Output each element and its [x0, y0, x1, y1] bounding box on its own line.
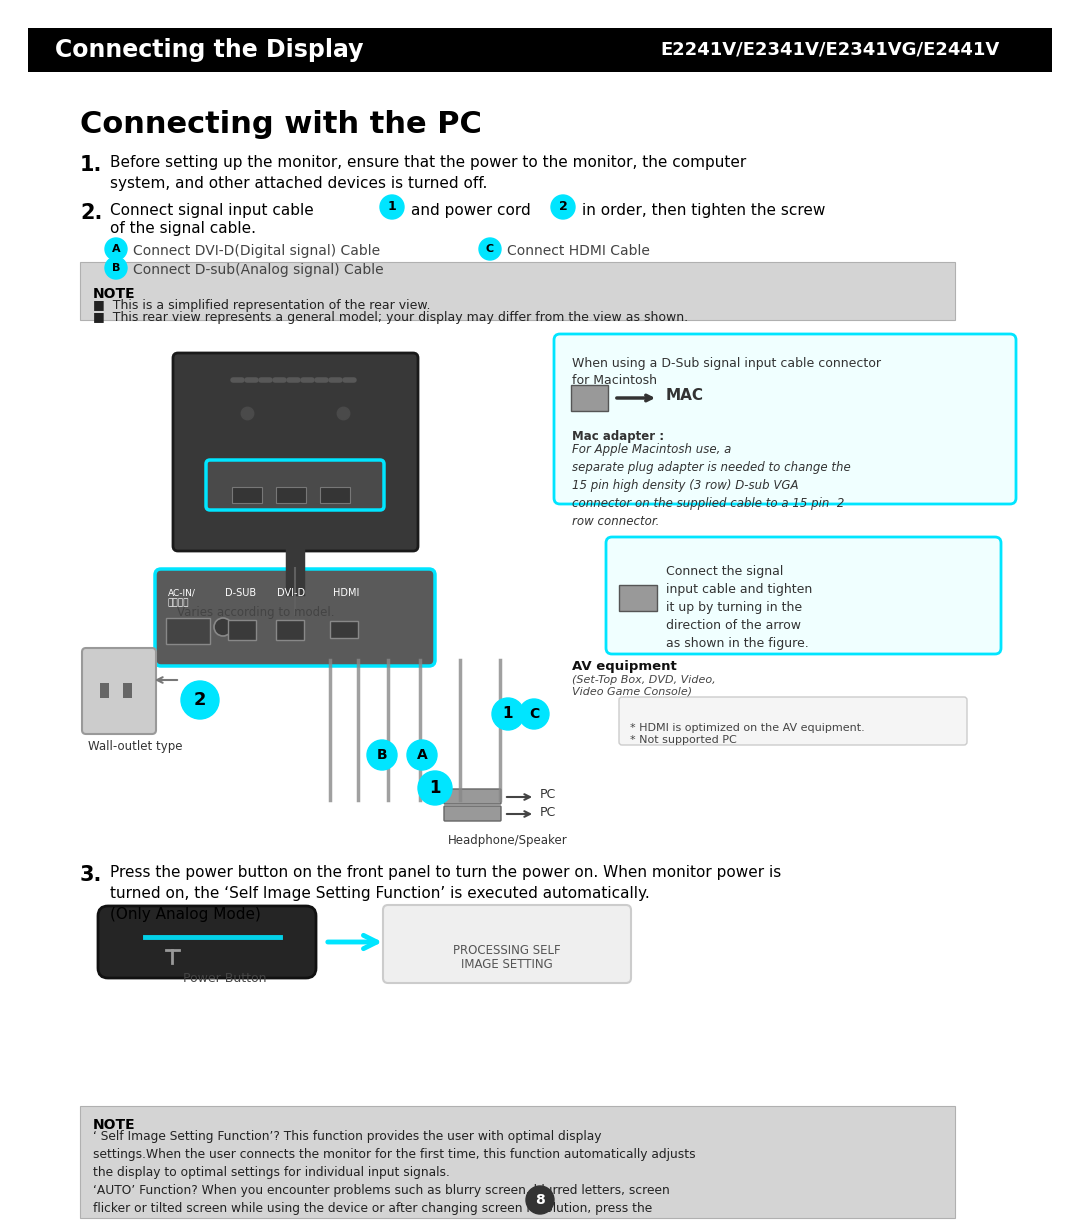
FancyBboxPatch shape [444, 789, 501, 804]
FancyBboxPatch shape [619, 586, 657, 611]
Text: Connect DVI-D(Digital signal) Cable: Connect DVI-D(Digital signal) Cable [133, 244, 380, 257]
Text: DVI-D: DVI-D [276, 588, 305, 598]
Text: Varies according to model.: Varies according to model. [177, 606, 335, 619]
Text: MAC: MAC [666, 388, 704, 404]
Circle shape [526, 1186, 554, 1214]
Circle shape [492, 698, 524, 730]
FancyBboxPatch shape [554, 334, 1016, 504]
FancyBboxPatch shape [28, 28, 1052, 72]
Text: Before setting up the monitor, ensure that the power to the monitor, the compute: Before setting up the monitor, ensure th… [110, 155, 746, 192]
Text: NOTE: NOTE [93, 287, 136, 301]
FancyBboxPatch shape [166, 619, 210, 644]
FancyBboxPatch shape [123, 683, 132, 698]
Text: 3.: 3. [80, 865, 103, 884]
FancyBboxPatch shape [330, 621, 357, 638]
Text: Connect signal input cable: Connect signal input cable [110, 203, 314, 218]
Text: B: B [112, 264, 120, 273]
Circle shape [551, 195, 575, 220]
Text: ■  This is a simplified representation of the rear view.: ■ This is a simplified representation of… [93, 299, 431, 312]
Circle shape [380, 195, 404, 220]
Text: 2: 2 [193, 691, 206, 709]
FancyBboxPatch shape [98, 906, 316, 978]
Text: and power cord: and power cord [411, 203, 530, 218]
Text: E2241V/E2341V/E2341VG/E2441V: E2241V/E2341V/E2341VG/E2441V [660, 41, 999, 59]
Text: 2: 2 [558, 200, 567, 214]
Text: B: B [377, 748, 388, 762]
Text: A: A [111, 244, 120, 254]
Text: PC: PC [540, 805, 556, 819]
FancyBboxPatch shape [156, 569, 435, 666]
Text: Connecting the Display: Connecting the Display [55, 38, 364, 62]
Text: AV equipment: AV equipment [572, 660, 677, 673]
Text: A: A [417, 748, 428, 762]
FancyBboxPatch shape [320, 487, 350, 503]
FancyBboxPatch shape [82, 648, 156, 734]
Circle shape [214, 619, 232, 636]
Circle shape [367, 741, 397, 770]
Text: Power Button: Power Button [183, 972, 267, 985]
Circle shape [418, 771, 453, 805]
Text: When using a D-Sub signal input cable connector
for Macintosh: When using a D-Sub signal input cable co… [572, 357, 881, 387]
Circle shape [519, 699, 549, 730]
Text: D-SUB: D-SUB [226, 588, 257, 598]
Text: Mac adapter :: Mac adapter : [572, 429, 669, 443]
Text: 8: 8 [535, 1193, 545, 1207]
Text: (Set-Top Box, DVD, Video,
Video Game Console): (Set-Top Box, DVD, Video, Video Game Con… [572, 675, 716, 697]
FancyBboxPatch shape [173, 353, 418, 551]
FancyBboxPatch shape [80, 262, 955, 320]
Text: ‘ Self Image Setting Function’? This function provides the user with optimal dis: ‘ Self Image Setting Function’? This fun… [93, 1130, 696, 1220]
Text: C: C [486, 244, 494, 254]
Text: Connect HDMI Cable: Connect HDMI Cable [507, 244, 650, 257]
Text: IMAGE SETTING: IMAGE SETTING [461, 958, 553, 970]
Text: Press the power button on the front panel to turn the power on. When monitor pow: Press the power button on the front pane… [110, 865, 781, 922]
Text: PC: PC [540, 788, 556, 802]
Text: Wall-outlet type: Wall-outlet type [87, 741, 183, 753]
Text: HDMI: HDMI [333, 588, 360, 598]
Text: For Apple Macintosh use, a
separate plug adapter is needed to change the
15 pin : For Apple Macintosh use, a separate plug… [572, 443, 851, 528]
Text: Connect the signal
input cable and tighten
it up by turning in the
direction of : Connect the signal input cable and tight… [666, 565, 812, 650]
Text: 1: 1 [388, 200, 396, 214]
FancyBboxPatch shape [383, 905, 631, 983]
Text: C: C [529, 708, 539, 721]
Text: 1.: 1. [80, 155, 103, 174]
FancyBboxPatch shape [606, 537, 1001, 654]
FancyBboxPatch shape [232, 487, 262, 503]
Circle shape [105, 257, 127, 279]
FancyBboxPatch shape [100, 683, 109, 698]
Circle shape [181, 681, 219, 719]
FancyBboxPatch shape [276, 487, 306, 503]
Text: 2.: 2. [80, 203, 103, 223]
Text: ■  This rear view represents a general model; your display may differ from the v: ■ This rear view represents a general mo… [93, 311, 688, 325]
Text: Headphone/Speaker: Headphone/Speaker [448, 834, 568, 847]
Circle shape [407, 741, 437, 770]
FancyBboxPatch shape [571, 386, 608, 411]
Text: 1: 1 [503, 706, 513, 721]
FancyBboxPatch shape [206, 460, 384, 510]
Text: PROCESSING SELF: PROCESSING SELF [454, 943, 561, 956]
Text: NOTE: NOTE [93, 1118, 136, 1132]
FancyBboxPatch shape [228, 620, 256, 640]
Circle shape [480, 238, 501, 260]
Text: 1: 1 [429, 780, 441, 797]
Text: in order, then tighten the screw: in order, then tighten the screw [582, 203, 825, 218]
FancyBboxPatch shape [444, 806, 501, 821]
FancyBboxPatch shape [619, 697, 967, 745]
FancyBboxPatch shape [276, 620, 303, 640]
FancyBboxPatch shape [220, 580, 370, 601]
Text: AC-IN/
电源输入: AC-IN/ 电源输入 [168, 588, 195, 608]
Text: * HDMI is optimized on the AV equipment.
* Not supported PC: * HDMI is optimized on the AV equipment.… [630, 723, 865, 744]
Circle shape [105, 238, 127, 260]
Text: Connect D-sub(Analog signal) Cable: Connect D-sub(Analog signal) Cable [133, 264, 383, 277]
Text: Connecting with the PC: Connecting with the PC [80, 110, 482, 139]
FancyBboxPatch shape [80, 1107, 955, 1218]
Text: of the signal cable.: of the signal cable. [110, 221, 256, 235]
